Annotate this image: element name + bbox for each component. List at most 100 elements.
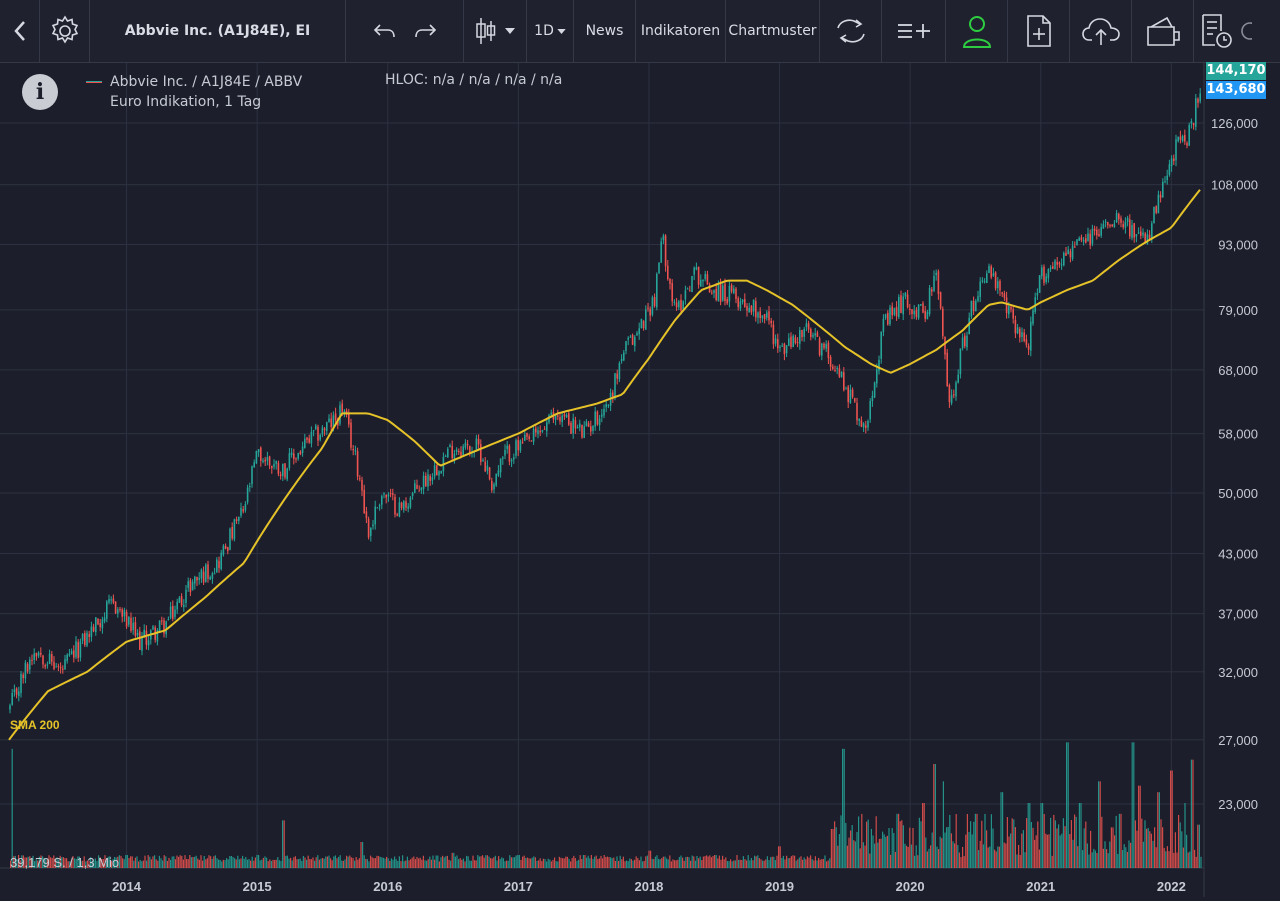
candle-body (946, 352, 948, 387)
info-icon[interactable]: i (22, 74, 58, 110)
news-label: News (585, 23, 624, 39)
candle-body (623, 352, 625, 361)
candle-body (306, 437, 308, 440)
volume-bar (678, 857, 680, 868)
candle-body (15, 688, 18, 695)
volume-bar (608, 857, 610, 868)
candle-body (277, 462, 280, 474)
volume-bar (104, 855, 106, 868)
compare-button[interactable] (820, 0, 882, 62)
candle-body (642, 320, 645, 329)
volume-bar (144, 855, 146, 868)
user-button[interactable] (946, 0, 1008, 62)
candle-body (510, 459, 513, 462)
chart-type-button[interactable] (464, 0, 526, 62)
candle-body (715, 288, 717, 301)
redo-icon[interactable] (412, 21, 438, 41)
symbol-title-button[interactable]: Abbvie Inc. (A1J84E), EI (90, 0, 346, 62)
candle-body (689, 290, 691, 292)
volume-bar (954, 843, 956, 868)
volume-bar (946, 827, 948, 868)
volume-bar (102, 859, 104, 868)
candle-body (717, 285, 720, 301)
volume-bar (702, 856, 704, 868)
volume-bar (984, 813, 986, 868)
volume-bar (635, 856, 637, 868)
settings-button[interactable] (40, 0, 90, 62)
candle-body (537, 430, 539, 435)
new-document-button[interactable] (1008, 0, 1070, 62)
more-button[interactable] (1240, 0, 1260, 62)
candle-body (222, 545, 225, 555)
add-to-list-button[interactable] (882, 0, 946, 62)
candle-body (788, 338, 790, 346)
volume-bar (99, 857, 101, 868)
volume-bar (989, 846, 991, 868)
chart-area[interactable]: 126,000 108,000 93,000 79,000 68,000 58,000 50… (0, 63, 1280, 897)
candle-body (543, 428, 546, 430)
volume-bar (683, 860, 685, 868)
candle-body (1186, 143, 1188, 146)
candle-body (121, 609, 123, 617)
candle-body (546, 422, 548, 432)
volume-bar (691, 855, 693, 868)
volume-bar (875, 816, 877, 868)
volume-bar (280, 860, 282, 868)
candle-body (827, 342, 830, 359)
volume-bar (862, 842, 864, 868)
volume-bar (592, 858, 594, 868)
candle-body (387, 494, 390, 497)
volume-bar (242, 855, 244, 868)
candle-body (57, 665, 60, 667)
candle-body (1027, 345, 1030, 350)
y-tick-label: 126,000 (1211, 116, 1258, 131)
cloud-upload-button[interactable] (1070, 0, 1132, 62)
candle-body (592, 425, 594, 431)
volume-bar (494, 855, 496, 868)
candle-body (579, 423, 581, 428)
volume-bar (488, 856, 490, 868)
volume-bar (149, 856, 151, 868)
news-button[interactable]: News (574, 0, 636, 62)
candle-body (854, 398, 856, 402)
history-button[interactable] (1194, 0, 1240, 62)
price-chart[interactable]: 126,000 108,000 93,000 79,000 68,000 58,000 50… (0, 63, 1280, 897)
candle-body (119, 608, 121, 610)
candle-body (1063, 252, 1065, 266)
candle-body (183, 604, 185, 607)
undo-icon[interactable] (372, 21, 398, 41)
candle-body (33, 653, 35, 660)
volume-bar (366, 859, 368, 868)
volume-bar (58, 859, 60, 868)
candle-body (482, 459, 484, 461)
volume-bar (886, 835, 888, 868)
indicators-button[interactable]: Indikatoren (636, 0, 726, 62)
volume-bar (773, 856, 775, 868)
candle-body (724, 283, 726, 302)
volume-bar (738, 859, 740, 868)
candle-body (1069, 251, 1072, 258)
volume-bar (883, 834, 885, 868)
volume-bar (859, 848, 861, 868)
back-button[interactable] (0, 0, 40, 62)
volume-bar (555, 861, 557, 868)
volume-bar (78, 856, 80, 868)
legend-symbol-text: Abbvie Inc. / A1J84E / ABBV (110, 74, 303, 90)
interval-select[interactable]: 1D (526, 0, 574, 62)
candle-body (590, 426, 592, 432)
volume-bar (163, 855, 165, 868)
candle-body (680, 299, 682, 311)
legend-quote-source: Euro Indikation, 1 Tag (110, 94, 262, 110)
volume-bar (888, 828, 890, 868)
candle-body (130, 617, 132, 631)
portfolio-button[interactable] (1132, 0, 1194, 62)
volume-bar (1083, 828, 1085, 868)
chart-patterns-button[interactable]: Chartmuster (726, 0, 820, 62)
candle-body (922, 303, 924, 313)
candle-body (845, 388, 847, 390)
candle-body (396, 514, 398, 516)
volume-bar (926, 851, 928, 868)
candle-body (409, 497, 412, 508)
volume-bar (275, 859, 277, 868)
candle-body (365, 511, 368, 519)
